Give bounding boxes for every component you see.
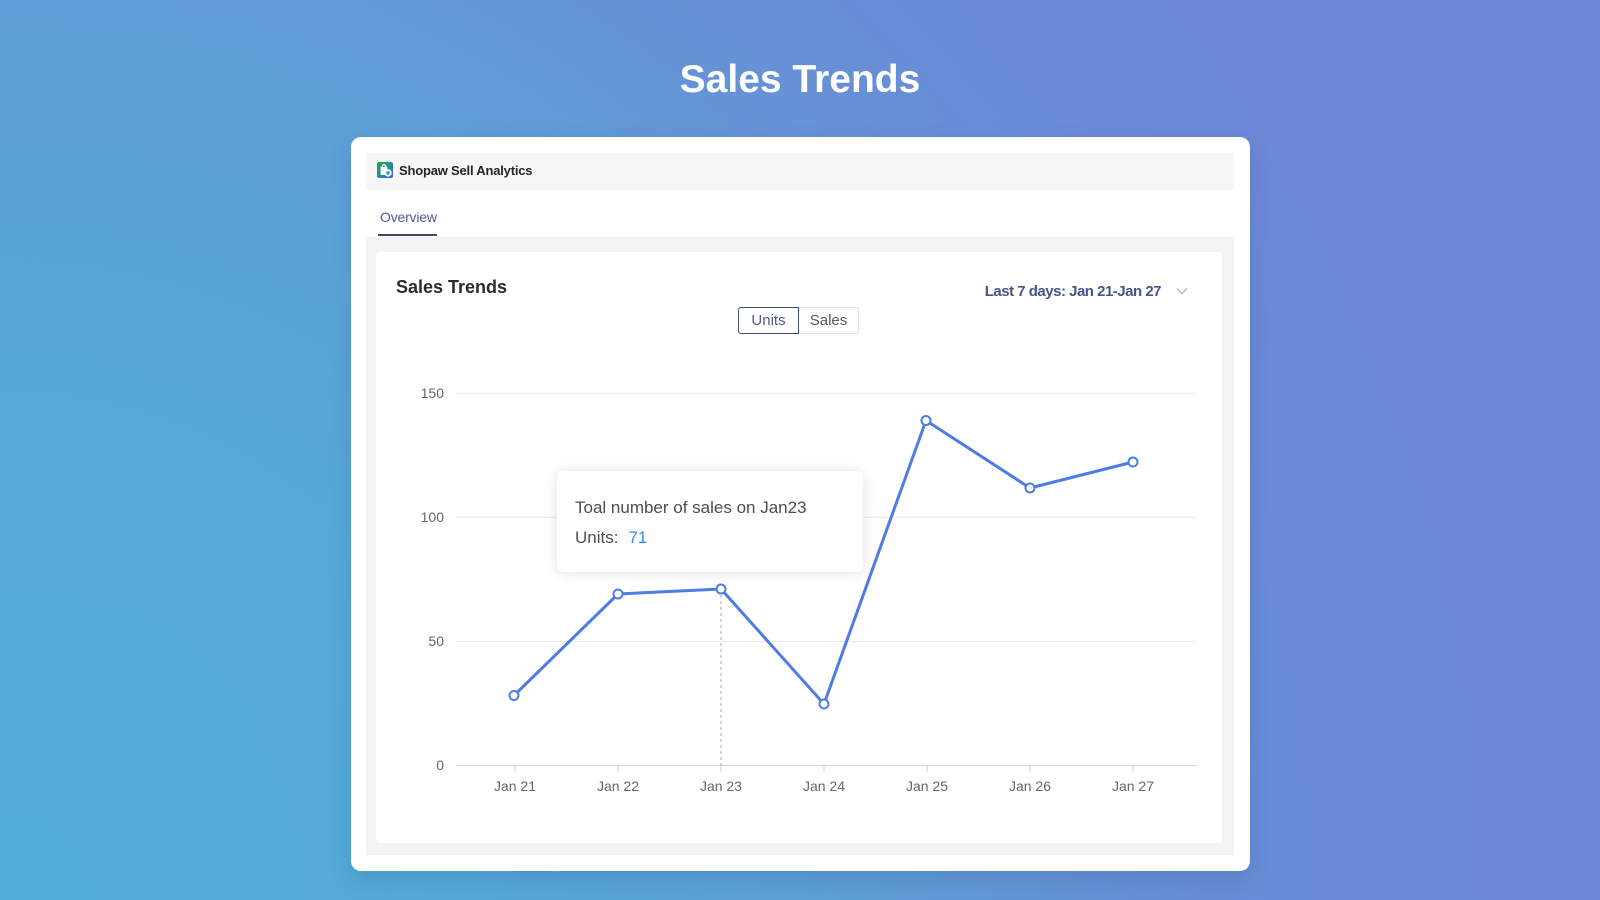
svg-text:Jan 26: Jan 26: [1009, 778, 1051, 794]
svg-text:Jan 25: Jan 25: [906, 778, 948, 794]
svg-text:Jan 24: Jan 24: [803, 778, 845, 794]
svg-text:100: 100: [421, 509, 445, 525]
svg-text:Jan 27: Jan 27: [1112, 778, 1154, 794]
svg-text:50: 50: [428, 633, 444, 649]
svg-text:Jan 22: Jan 22: [597, 778, 639, 794]
svg-text:0: 0: [436, 757, 444, 773]
svg-text:Jan 21: Jan 21: [494, 778, 536, 794]
svg-text:Jan 23: Jan 23: [700, 778, 742, 794]
svg-text:150: 150: [421, 385, 445, 401]
